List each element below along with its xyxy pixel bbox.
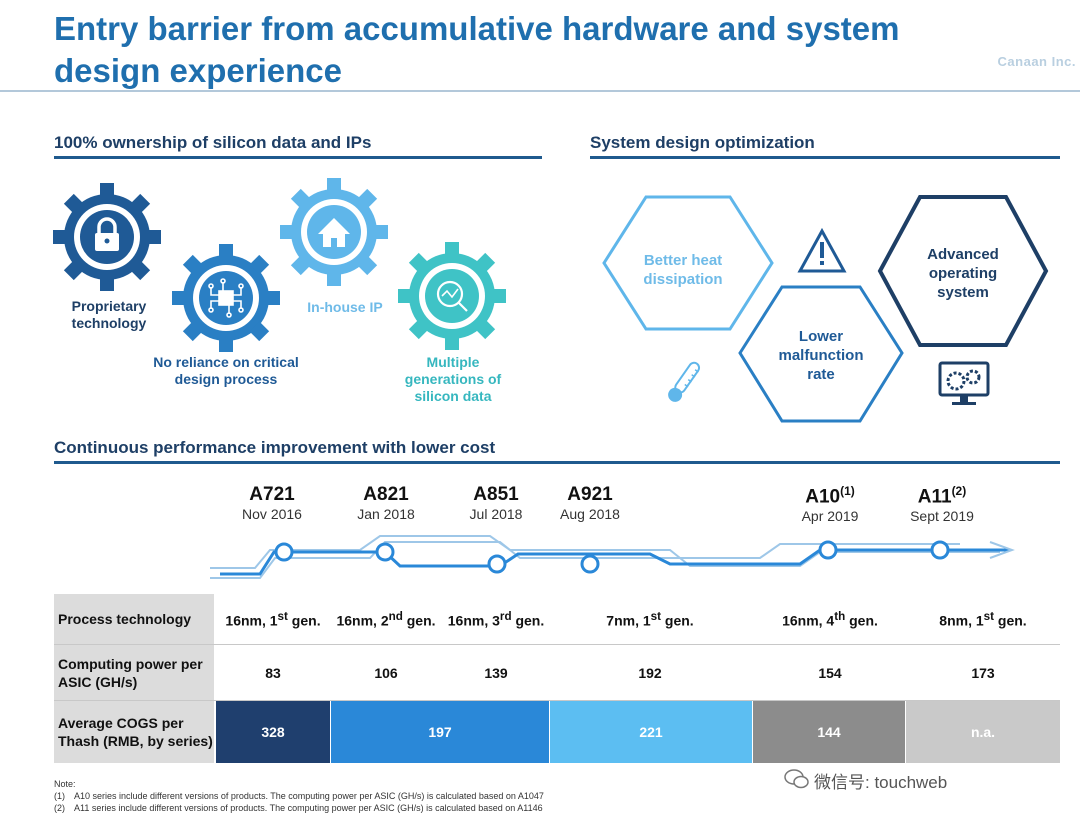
note-1: (1) A10 series include different versions…	[54, 791, 544, 801]
timeline-node-a921	[580, 554, 600, 574]
gear-label-no-reliance: No reliance on critical design process	[153, 354, 299, 387]
timeline-item-a10: A10(1) Apr 2019	[778, 484, 882, 524]
lock-icon	[95, 217, 119, 251]
hex-label-malfunction: Lower malfunction rate	[778, 328, 864, 383]
cell-cogs: 328	[216, 701, 330, 763]
hex-label-heat: Better heat dissipation	[643, 252, 723, 288]
cell-computing-power: 154	[818, 664, 842, 681]
cell-computing-power: 106	[374, 664, 398, 681]
page-title: Entry barrier from accumulative hardware…	[54, 10, 900, 89]
hex-operating	[877, 195, 1049, 347]
cell-cogs: 221	[550, 701, 752, 763]
hex-heat	[602, 195, 774, 331]
left-section-heading: 100% ownership of silicon data and IPs	[54, 133, 372, 152]
magnifier-chart-icon	[436, 280, 468, 312]
cell-process: 7nm, 1st gen.	[606, 610, 694, 629]
cell-computing-power: 192	[638, 664, 662, 681]
gears-graphic	[53, 178, 506, 352]
timeline-date: Sept 2019	[910, 508, 974, 525]
cell-computing-power: 83	[265, 664, 281, 681]
timeline-footnote-ref: (1)	[840, 484, 855, 498]
house-icon	[318, 218, 350, 247]
timeline-item-a851: A851 Jul 2018	[446, 484, 546, 522]
gear-label-in-house: In-house IP	[307, 299, 383, 315]
timeline-node-a721	[274, 542, 294, 562]
cell-process: 16nm, 3rd gen.	[447, 610, 545, 629]
title-divider	[0, 90, 1080, 92]
cell-process: 16nm, 4th gen.	[782, 610, 878, 629]
timeline-name: A10	[805, 486, 841, 508]
wechat-icon	[784, 766, 810, 792]
chip-icon	[208, 278, 244, 318]
monitor-gears-icon	[938, 361, 990, 405]
notes-heading: Note:	[54, 779, 76, 789]
cell-cogs: 197	[331, 701, 549, 763]
hex-malfunction	[738, 285, 904, 423]
timeline-node-a851	[487, 554, 507, 574]
hexagon-graphic	[602, 195, 1049, 423]
hex-label-operating: Advanced operating system	[927, 246, 999, 301]
timeline-node-a821	[375, 542, 395, 562]
bottom-section-rule	[54, 461, 1060, 464]
timeline-date: Aug 2018	[560, 506, 620, 522]
timeline-item-a821: A821 Jan 2018	[336, 484, 436, 522]
cell-cogs: n.a.	[906, 701, 1060, 763]
row-label-cogs: Average COGS per Thash (RMB, by series)	[54, 701, 214, 763]
timeline-item-a921: A921 Aug 2018	[540, 484, 640, 522]
cell-process: 16nm, 2nd gen.	[336, 610, 436, 629]
timeline-name: A721	[249, 484, 295, 505]
row-divider	[54, 644, 1060, 645]
timeline-date: Jul 2018	[469, 506, 523, 522]
timeline-name: A851	[473, 484, 519, 505]
bottom-section-heading: Continuous performance improvement with …	[54, 438, 496, 457]
timeline-node-a10	[818, 540, 838, 560]
timeline-item-a11: A11(2) Sept 2019	[890, 484, 994, 524]
timeline-date: Nov 2016	[242, 506, 302, 522]
timeline-date: Jan 2018	[357, 506, 415, 522]
timeline-node-a11	[930, 540, 950, 560]
timeline-item-a721: A721 Nov 2016	[222, 484, 322, 522]
gear-label-proprietary: Proprietary technology	[71, 298, 147, 331]
timeline-name: A921	[567, 484, 613, 505]
cell-computing-power: 173	[971, 664, 995, 681]
watermark-text: 微信号: touchweb	[814, 773, 948, 792]
cell-process: 16nm, 1st gen.	[225, 610, 321, 629]
row-label-computing-power: Computing power per ASIC (GH/s)	[54, 645, 214, 700]
cell-computing-power: 139	[484, 664, 508, 681]
cell-cogs: 144	[753, 701, 905, 763]
warning-icon	[797, 227, 847, 273]
left-section-rule	[54, 156, 542, 159]
timeline-name: A11	[917, 486, 952, 508]
company-logo: Canaan Inc.	[997, 54, 1076, 69]
row-divider	[54, 700, 1060, 701]
row-label-process: Process technology	[54, 594, 214, 644]
gear-label-multiple: Multiple generations of silicon data	[404, 354, 502, 404]
cell-process: 8nm, 1st gen.	[939, 610, 1027, 629]
timeline-name: A821	[363, 484, 409, 505]
right-section-rule	[590, 156, 1060, 159]
thermometer-icon	[668, 361, 701, 402]
note-2: (2) A11 series include different versions…	[54, 803, 543, 813]
timeline-footnote-ref: (2)	[951, 484, 967, 498]
right-section-heading: System design optimization	[590, 133, 815, 152]
timeline-track	[210, 535, 1015, 579]
timeline-date: Apr 2019	[801, 508, 859, 525]
